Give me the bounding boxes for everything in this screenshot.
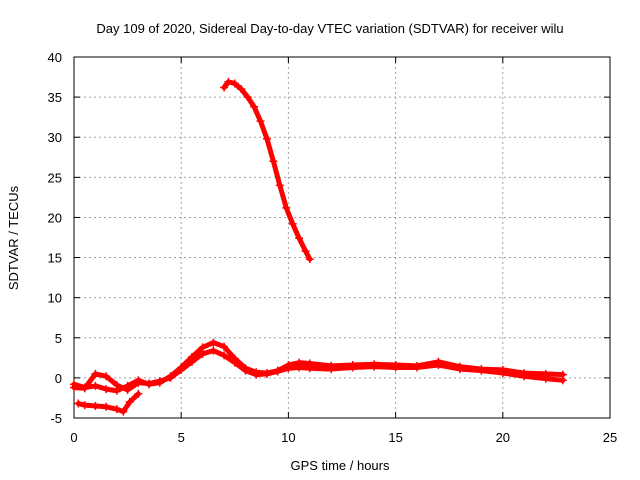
data-point <box>91 401 100 410</box>
series-2 <box>70 346 567 394</box>
data-point <box>256 117 265 126</box>
x-axis-label: GPS time / hours <box>291 458 390 473</box>
data-point <box>305 364 314 373</box>
data-point <box>498 369 507 378</box>
data-point <box>80 384 89 393</box>
data-point <box>455 365 464 374</box>
data-point <box>250 102 259 111</box>
data-point <box>262 369 271 378</box>
data-point <box>125 397 134 406</box>
data-point <box>198 349 207 358</box>
data-point <box>91 369 100 378</box>
data-point <box>413 363 422 372</box>
y-tick-label: 30 <box>48 130 62 145</box>
data-point <box>177 365 186 374</box>
data-point <box>80 401 89 410</box>
data-point <box>434 361 443 370</box>
data-point <box>155 377 164 386</box>
data-point <box>301 247 310 256</box>
data-point <box>237 85 246 94</box>
x-tick-label: 5 <box>178 430 185 445</box>
data-point <box>327 365 336 374</box>
y-tick-label: 10 <box>48 291 62 306</box>
y-tick-label: 0 <box>55 371 62 386</box>
data-point <box>220 342 229 351</box>
data-point <box>187 357 196 366</box>
x-tick-label: 15 <box>388 430 402 445</box>
data-point <box>74 399 83 408</box>
data-point <box>230 79 239 88</box>
data-point <box>243 93 252 102</box>
y-tick-label: 25 <box>48 170 62 185</box>
data-point <box>295 234 304 243</box>
data-point <box>123 385 132 394</box>
x-tick-label: 20 <box>496 430 510 445</box>
data-point <box>275 181 284 190</box>
data-point <box>558 376 567 385</box>
data-point <box>284 364 293 373</box>
data-point <box>70 383 78 392</box>
y-axis-label: SDTVAR / TECUs <box>6 185 21 290</box>
data-point <box>273 367 282 376</box>
data-point <box>119 407 128 416</box>
data-point <box>112 405 121 414</box>
data-point <box>220 83 229 92</box>
data-point <box>241 366 250 375</box>
data-point <box>252 370 261 379</box>
data-point <box>102 402 111 411</box>
y-tick-label: 5 <box>55 331 62 346</box>
data-point <box>520 372 529 381</box>
data-point <box>269 157 278 166</box>
plot-frame <box>73 56 611 419</box>
data-point <box>348 363 357 372</box>
series-layer <box>70 77 567 416</box>
y-tick-label: 35 <box>48 90 62 105</box>
x-tick-label: 25 <box>603 430 617 445</box>
y-tick-label: 40 <box>48 50 62 65</box>
x-tick-label: 0 <box>70 430 77 445</box>
x-tick-label: 10 <box>281 430 295 445</box>
data-point <box>134 378 143 387</box>
y-tick-label: -5 <box>50 411 62 426</box>
data-point <box>112 381 121 390</box>
data-point <box>134 389 143 398</box>
data-point <box>224 77 233 86</box>
y-tick-label: 20 <box>48 210 62 225</box>
data-point <box>391 363 400 372</box>
y-tick-label: 15 <box>48 251 62 266</box>
data-point <box>230 358 239 367</box>
data-point <box>305 255 314 264</box>
data-point <box>209 346 218 355</box>
data-point <box>145 379 154 388</box>
series-0 <box>220 77 314 264</box>
data-point <box>370 362 379 371</box>
data-point <box>91 381 100 390</box>
series-3 <box>74 389 143 416</box>
data-point <box>541 374 550 383</box>
data-point <box>166 373 175 382</box>
data-point <box>102 372 111 381</box>
data-point <box>295 363 304 372</box>
data-point <box>209 338 218 347</box>
data-point <box>220 351 229 360</box>
ticks: 0 5 10 15 20 25 -5 0 5 10 15 20 25 30 35 40 <box>48 50 618 445</box>
data-point <box>102 385 111 394</box>
data-point <box>477 366 486 375</box>
chart-title: Day 109 of 2020, Sidereal Day-to-day VTE… <box>96 21 563 36</box>
data-point <box>288 219 297 228</box>
data-point <box>262 134 271 143</box>
series-line <box>221 79 313 262</box>
data-point <box>282 203 291 212</box>
